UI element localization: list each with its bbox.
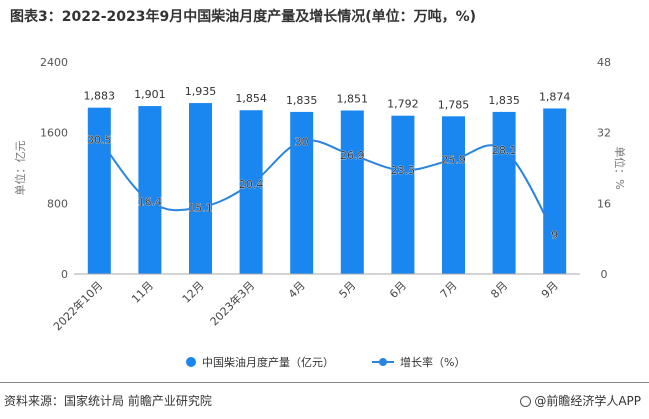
footer: 资料来源：国家统计局 前瞻产业研究院 @前瞻经济学人APP	[0, 382, 649, 419]
growth-rate-label: 23.5	[391, 164, 416, 177]
bar-value-label: 1,883	[84, 90, 116, 103]
x-tick-label: 8月	[488, 279, 510, 301]
source-note: 资料来源：国家统计局 前瞻产业研究院	[4, 394, 212, 408]
bar	[239, 110, 263, 274]
right-tick-label: 32	[597, 127, 611, 140]
growth-rate-label: 26.9	[340, 149, 365, 162]
bar	[290, 111, 314, 275]
left-tick-label: 800	[47, 197, 68, 210]
legend-item-production: 中国柴油月度产量（亿元）	[186, 354, 334, 370]
growth-rate-point	[349, 152, 355, 158]
growth-rate-line	[98, 138, 556, 235]
growth-rate-point	[198, 204, 203, 210]
growth-rate-label: 25.9	[441, 154, 466, 167]
brand-text: @前瞻经济学人APP	[534, 394, 641, 408]
bar-value-label: 1,901	[134, 88, 166, 101]
x-tick-label: 2022年10月	[50, 278, 105, 333]
growth-rate-label: 9	[551, 228, 558, 241]
bar-value-label: 1,835	[488, 94, 520, 107]
x-tick-label: 4月	[286, 279, 308, 301]
x-tick-label: 11月	[129, 279, 156, 306]
bar	[340, 110, 364, 275]
x-tick-label: 7月	[438, 279, 460, 301]
growth-rate-point	[96, 136, 102, 142]
left-tick-label: 1600	[40, 127, 68, 140]
bar-value-label: 1,851	[337, 92, 369, 105]
bar-value-label: 1,874	[539, 90, 571, 103]
legend-item-growth: 增长率（%）	[372, 354, 465, 370]
line-layer	[96, 136, 558, 237]
bar-value-label: 1,785	[438, 98, 470, 111]
x-tick-label: 6月	[387, 279, 409, 301]
chart-title: 图表3：2022-2023年9月中国柴油月度产量及增长情况(单位：万吨，%)	[10, 9, 477, 25]
bar-value-label: 1,835	[286, 94, 318, 107]
x-tick-label: 12月	[180, 279, 207, 306]
bar	[138, 106, 162, 274]
growth-rate-point	[451, 157, 456, 163]
legend-line-swatch	[372, 358, 394, 366]
right-axis-title: 单位：%	[613, 146, 627, 189]
left-tick-label: 0	[61, 268, 68, 281]
growth-rate-label: 15.1	[188, 201, 213, 214]
right-tick-label: 16	[597, 197, 611, 210]
bar	[543, 108, 567, 274]
legend-line-label: 增长率（%）	[400, 356, 466, 369]
growth-rate-label: 20.4	[239, 178, 264, 191]
growth-rate-label: 16.4	[138, 196, 163, 209]
bar	[391, 115, 415, 274]
growth-rate-point	[299, 139, 305, 144]
growth-rate-label: 30.5	[87, 133, 112, 146]
growth-rate-point	[248, 181, 254, 187]
bar	[189, 103, 212, 274]
growth-rate-label: 28.1	[492, 144, 517, 157]
bar-value-label: 1,854	[235, 92, 267, 105]
legend: 中国柴油月度产量（亿元） 增长率（%）	[0, 354, 649, 372]
x-tick-label: 5月	[337, 279, 359, 301]
bar-value-label: 1,792	[387, 98, 419, 111]
left-axis-title: 单位：亿元	[13, 141, 27, 196]
growth-rate-point	[147, 199, 153, 205]
x-tick-label: 9月	[539, 279, 561, 301]
right-tick-label: 0	[601, 268, 608, 281]
growth-rate-point	[400, 167, 406, 173]
bar-value-label: 1,935	[185, 85, 217, 98]
labels-layer: 1,883 1,901 1,935 1,854 1,835 1,851 1,792 1,785…	[84, 85, 571, 241]
right-tick-label: 48	[597, 56, 611, 69]
bar	[492, 111, 516, 275]
bar	[442, 116, 465, 274]
growth-rate-point	[552, 231, 558, 237]
x-tick-label: 2023年3月	[207, 278, 257, 328]
growth-rate-point	[501, 147, 507, 153]
bars-layer	[87, 103, 567, 275]
legend-bar-swatch	[186, 357, 196, 367]
bar	[87, 107, 111, 274]
legend-bar-label: 中国柴油月度产量（亿元）	[202, 356, 334, 369]
growth-rate-label: 30	[295, 136, 309, 149]
left-tick-label: 2400	[40, 56, 68, 69]
combo-chart: 1,883 1,901 1,935 1,854 1,835 1,851 1,792 1,785…	[13, 56, 627, 333]
brand-credit: @前瞻经济学人APP	[520, 392, 641, 409]
brand-logo-icon	[520, 396, 532, 407]
